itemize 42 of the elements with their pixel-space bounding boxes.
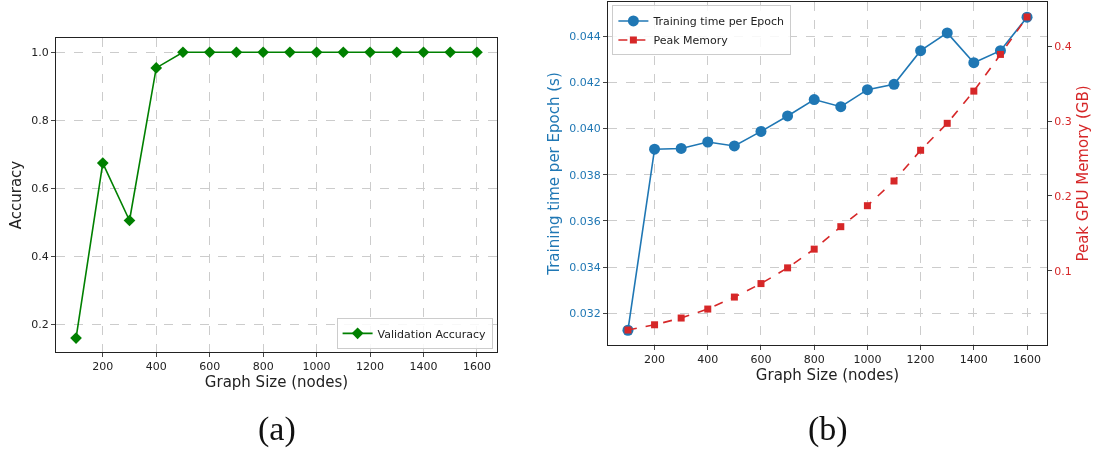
y-axis-title: Training time per Epoch (s) bbox=[544, 72, 563, 276]
y-tick-label: 0.8 bbox=[31, 114, 49, 128]
x-tick-label: 1400 bbox=[959, 353, 988, 367]
x-tick-label: 600 bbox=[750, 353, 772, 367]
y-tick-label: 0.2 bbox=[31, 317, 49, 331]
y2-tick-label: 0.2 bbox=[1054, 189, 1072, 203]
y-tick-label: 0.038 bbox=[569, 168, 601, 182]
y-tick-label: 0.036 bbox=[569, 214, 601, 228]
x-tick-label: 1000 bbox=[302, 360, 331, 374]
y-tick-label: 0.040 bbox=[569, 122, 601, 136]
y2-tick-label: 0.3 bbox=[1054, 114, 1072, 128]
text: (b) bbox=[808, 410, 848, 448]
x-tick-label: 1000 bbox=[853, 353, 882, 367]
x-tick-label: 400 bbox=[697, 353, 719, 367]
y-tick-label: 0.032 bbox=[569, 307, 601, 321]
x-tick-label: 800 bbox=[252, 360, 274, 374]
x-tick-label: 1600 bbox=[1013, 353, 1042, 367]
legend-label: Peak Memory bbox=[653, 34, 729, 48]
x-tick-label: 600 bbox=[199, 360, 221, 374]
x-tick-label: 200 bbox=[644, 353, 666, 367]
y2-tick-label: 0.1 bbox=[1054, 264, 1072, 278]
legend-label: Validation Accuracy bbox=[377, 327, 487, 341]
y-tick-label: 0.042 bbox=[569, 76, 601, 90]
x-tick-label: 1400 bbox=[409, 360, 438, 374]
x-tick-label: 800 bbox=[803, 353, 825, 367]
y-tick-label: 0.044 bbox=[569, 30, 601, 44]
legend-label: Training time per Epoch bbox=[652, 15, 785, 29]
x-axis-title: Graph Size (nodes) bbox=[755, 366, 900, 385]
text: (a) bbox=[258, 410, 296, 448]
y-tick-label: 1.0 bbox=[31, 46, 49, 60]
x-axis-title: Graph Size (nodes) bbox=[204, 373, 349, 392]
y-axis-title: Accuracy bbox=[6, 160, 25, 230]
x-tick-label: 200 bbox=[92, 360, 114, 374]
x-tick-label: 1200 bbox=[356, 360, 385, 374]
x-tick-label: 400 bbox=[145, 360, 167, 374]
x-tick-label: 1600 bbox=[462, 360, 491, 374]
y-tick-label: 0.6 bbox=[31, 182, 49, 196]
x-tick-label: 1200 bbox=[906, 353, 935, 367]
y-tick-label: 0.034 bbox=[569, 260, 601, 274]
y2-axis-title: Peak GPU Memory (GB) bbox=[1073, 85, 1092, 262]
y-tick-label: 0.4 bbox=[31, 250, 49, 264]
y2-tick-label: 0.4 bbox=[1054, 40, 1072, 54]
